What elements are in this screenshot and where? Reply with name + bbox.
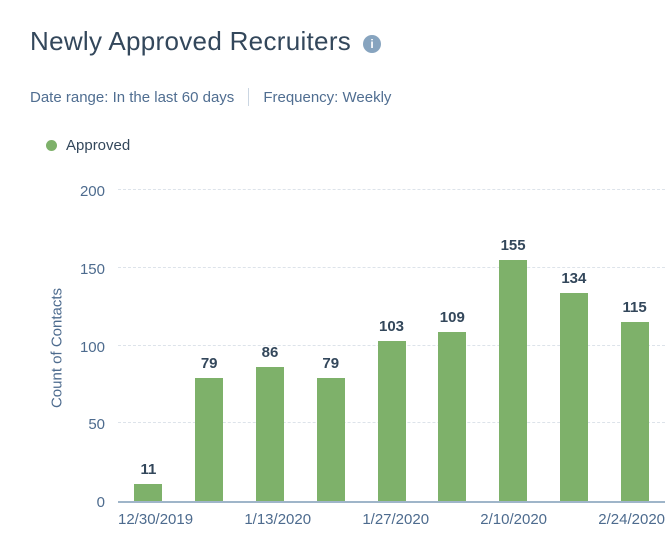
bar-approved-1[interactable] <box>195 378 224 501</box>
info-icon[interactable]: i <box>363 34 382 53</box>
bars-row: 11 79 86 79 103 109 155 134 115 <box>118 192 665 501</box>
date-range-value: In the last 60 days <box>112 88 235 106</box>
bar-approved-4[interactable] <box>377 340 406 501</box>
bar-value-label: 134 <box>561 269 587 287</box>
x-tick-label: 2/24/2020 <box>598 511 666 528</box>
bar-slot: 79 <box>179 192 240 501</box>
report-filters: Date range: In the last 60 days Frequenc… <box>30 88 391 106</box>
bar-approved-2[interactable] <box>255 367 284 501</box>
legend-item-approved[interactable]: Approved <box>46 137 130 154</box>
y-tick-label: 0 <box>96 494 105 511</box>
bar-approved-3[interactable] <box>316 378 345 501</box>
bar-approved-5[interactable] <box>438 331 467 501</box>
page-title: Newly Approved Recruiters <box>30 26 352 56</box>
x-tick-label <box>547 511 598 528</box>
bar-value-label: 103 <box>379 317 405 335</box>
x-tick-label: 1/27/2020 <box>362 511 430 528</box>
x-tick-label: 12/30/2019 <box>118 511 194 528</box>
bar-value-label: 115 <box>622 299 647 317</box>
x-tick-label <box>311 511 362 528</box>
bar-value-label: 86 <box>261 344 279 362</box>
y-axis-ticks: 0 50 100 150 200 <box>55 183 105 511</box>
bar-approved-0[interactable] <box>134 483 163 501</box>
legend-label: Approved <box>66 137 131 154</box>
frequency-value: Weekly <box>342 88 392 106</box>
bar-slot: 109 <box>422 192 483 501</box>
bar-value-label: 79 <box>200 355 218 373</box>
date-range-label: Date range: <box>30 88 113 106</box>
y-tick-label: 200 <box>79 183 105 200</box>
x-tick-label: 2/10/2020 <box>480 511 548 528</box>
report-header: Newly Approved Recruiters i <box>30 26 382 57</box>
bar-value-label: 109 <box>439 308 465 326</box>
bar-value-label: 155 <box>500 236 526 254</box>
gridline-150 <box>118 266 665 268</box>
bar-slot: 115 <box>604 192 665 501</box>
bar-slot: 11 <box>118 192 179 501</box>
bar-slot: 155 <box>483 192 544 501</box>
x-axis-labels: 12/30/2019 1/13/2020 1/27/2020 2/10/2020 2/2… <box>118 511 665 528</box>
y-tick-label: 150 <box>79 260 105 278</box>
x-tick-label: 1/13/2020 <box>244 511 312 528</box>
legend-dot-icon <box>46 140 57 151</box>
bar-approved-6[interactable] <box>499 259 528 501</box>
y-tick-label: 50 <box>88 416 105 434</box>
bar-approved-7[interactable] <box>559 292 588 501</box>
bar-value-label: 79 <box>322 355 340 373</box>
bar-slot: 103 <box>361 192 422 501</box>
frequency-label: Frequency: <box>263 88 343 106</box>
bar-slot: 79 <box>300 192 361 501</box>
y-tick-label: 100 <box>79 338 105 356</box>
x-tick-label <box>193 511 244 528</box>
x-tick-label <box>429 511 480 528</box>
gridline-200 <box>118 189 665 190</box>
plot-area: 11 79 86 79 103 109 155 134 115 <box>118 189 665 503</box>
bar-approved-8[interactable] <box>620 322 649 501</box>
bar-slot: 86 <box>240 192 301 501</box>
filter-divider <box>248 88 250 106</box>
bar-slot: 134 <box>543 192 604 501</box>
bar-value-label: 11 <box>140 460 157 478</box>
